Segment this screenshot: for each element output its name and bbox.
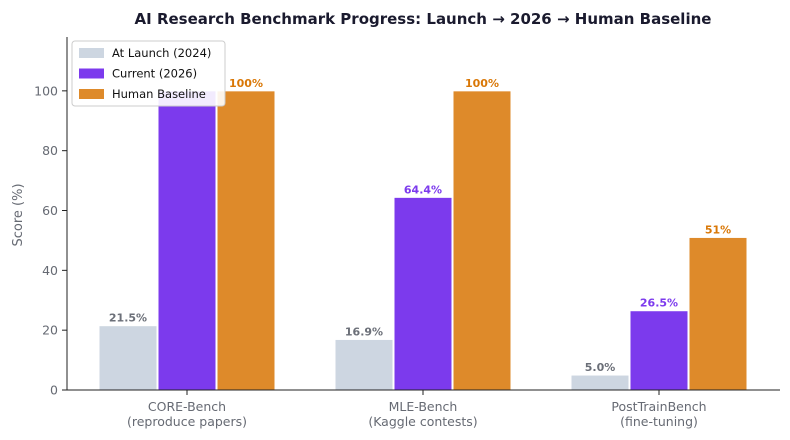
data-label-at-launch-2024-1: 16.9% <box>345 325 383 338</box>
bar-human-baseline-1 <box>452 90 512 391</box>
data-label-human-baseline-2: 51% <box>705 223 731 236</box>
data-label-current-2026-1: 64.4% <box>404 183 442 196</box>
legend: At Launch (2024) Current (2026) Human Base… <box>71 40 226 107</box>
y-tick-label: 0 <box>50 383 58 398</box>
bar-current-2026-1 <box>393 196 453 391</box>
y-tick-label: 40 <box>42 263 58 278</box>
bar-human-baseline-0 <box>216 90 276 391</box>
legend-items: At Launch (2024) Current (2026) Human Base… <box>79 46 211 101</box>
bar-current-2026-0 <box>157 90 217 391</box>
bar-current-2026-2 <box>629 310 689 391</box>
bar-at-launch-2024-1 <box>334 338 394 391</box>
legend-swatch <box>79 48 104 58</box>
y-tick-label: 100 <box>34 83 58 98</box>
x-tick-label: CORE-Bench <box>148 399 226 414</box>
data-labels-group: 21.5% 16.9% 5.0% 64.4% 26.5% 100% 100% 51% <box>109 77 731 374</box>
data-label-human-baseline-1: 100% <box>465 77 499 90</box>
x-tick-label: MLE-Bench <box>389 399 458 414</box>
x-tick-label: (fine-tuning) <box>620 414 698 429</box>
bar-at-launch-2024-2 <box>570 374 630 391</box>
legend-swatch <box>79 89 104 99</box>
legend-label: Human Baseline <box>112 87 206 101</box>
bars-group <box>98 90 748 391</box>
x-ticks-group: CORE-Bench(reproduce papers) MLE-Bench(Ka… <box>127 390 707 429</box>
y-tick-label: 80 <box>42 143 58 158</box>
legend-frame <box>71 40 226 107</box>
bar-at-launch-2024-0 <box>98 325 158 391</box>
x-tick-label: PostTrainBench <box>611 399 706 414</box>
data-label-current-2026-2: 26.5% <box>640 297 678 310</box>
legend-swatch <box>79 68 104 79</box>
legend-label: At Launch (2024) <box>112 46 211 60</box>
y-tick-label: 60 <box>42 203 58 218</box>
chart-title: AI Research Benchmark Progress: Launch →… <box>135 10 712 28</box>
y-axis-label: Score (%) <box>11 183 26 246</box>
bar-human-baseline-2 <box>688 236 748 391</box>
data-label-human-baseline-0: 100% <box>229 77 263 90</box>
data-label-at-launch-2024-0: 21.5% <box>109 312 147 325</box>
data-label-at-launch-2024-2: 5.0% <box>585 361 616 374</box>
y-tick-label: 20 <box>42 323 58 338</box>
y-ticks-group: 0 20 40 60 80 100 <box>34 83 67 398</box>
x-tick-label: (reproduce papers) <box>127 414 247 429</box>
legend-label: Current (2026) <box>112 67 197 81</box>
x-tick-label: (Kaggle contests) <box>368 414 477 429</box>
